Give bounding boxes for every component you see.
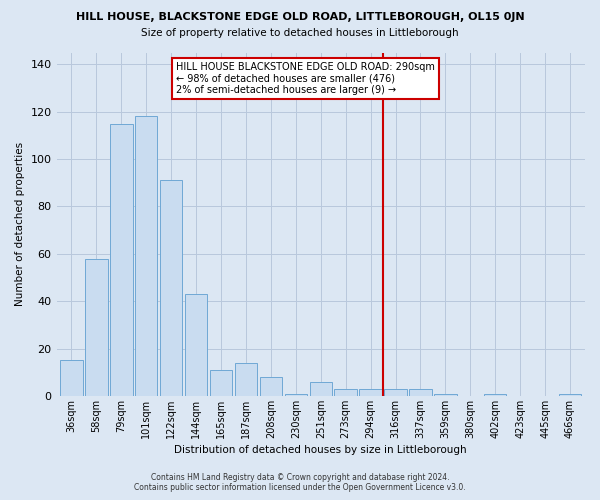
Bar bbox=[235, 362, 257, 396]
Bar bbox=[385, 389, 407, 396]
Bar bbox=[185, 294, 208, 396]
Bar bbox=[559, 394, 581, 396]
X-axis label: Distribution of detached houses by size in Littleborough: Distribution of detached houses by size … bbox=[175, 445, 467, 455]
Bar bbox=[434, 394, 457, 396]
Bar bbox=[260, 377, 282, 396]
Text: Size of property relative to detached houses in Littleborough: Size of property relative to detached ho… bbox=[141, 28, 459, 38]
Bar bbox=[409, 389, 431, 396]
Bar bbox=[210, 370, 232, 396]
Bar bbox=[484, 394, 506, 396]
Bar bbox=[359, 389, 382, 396]
Bar bbox=[284, 394, 307, 396]
Text: HILL HOUSE, BLACKSTONE EDGE OLD ROAD, LITTLEBOROUGH, OL15 0JN: HILL HOUSE, BLACKSTONE EDGE OLD ROAD, LI… bbox=[76, 12, 524, 22]
Bar bbox=[135, 116, 157, 396]
Bar bbox=[85, 258, 107, 396]
Text: HILL HOUSE BLACKSTONE EDGE OLD ROAD: 290sqm
← 98% of detached houses are smaller: HILL HOUSE BLACKSTONE EDGE OLD ROAD: 290… bbox=[176, 62, 435, 95]
Bar bbox=[110, 124, 133, 396]
Bar bbox=[310, 382, 332, 396]
Text: Contains HM Land Registry data © Crown copyright and database right 2024.
Contai: Contains HM Land Registry data © Crown c… bbox=[134, 473, 466, 492]
Bar bbox=[60, 360, 83, 396]
Bar bbox=[160, 180, 182, 396]
Y-axis label: Number of detached properties: Number of detached properties bbox=[15, 142, 25, 306]
Bar bbox=[334, 389, 357, 396]
